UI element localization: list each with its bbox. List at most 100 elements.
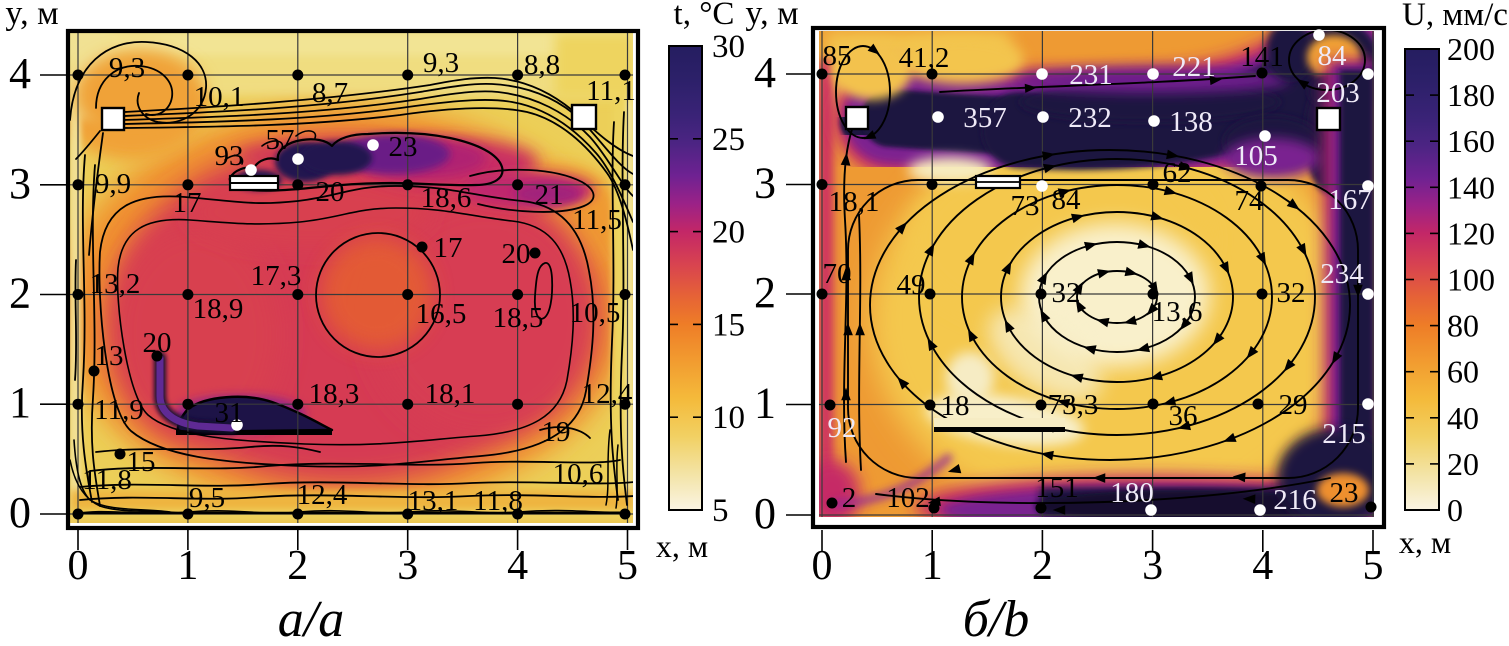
- svg-text:140: 140: [1447, 169, 1495, 205]
- svg-text:32: 32: [1277, 277, 1306, 309]
- svg-text:23: 23: [1330, 477, 1359, 509]
- svg-text:10,6: 10,6: [553, 458, 604, 490]
- svg-text:5: 5: [1363, 543, 1384, 589]
- svg-text:62: 62: [1163, 157, 1192, 189]
- svg-text:9,5: 9,5: [189, 482, 225, 514]
- svg-text:32: 32: [1052, 277, 1081, 309]
- svg-text:0: 0: [9, 488, 31, 537]
- svg-text:5: 5: [617, 543, 638, 589]
- svg-text:216: 216: [1273, 484, 1317, 516]
- svg-text:203: 203: [1316, 77, 1360, 109]
- svg-text:8,7: 8,7: [312, 77, 348, 109]
- svg-text:74: 74: [1235, 185, 1265, 217]
- svg-text:13: 13: [95, 340, 124, 372]
- svg-text:231: 231: [1069, 59, 1113, 91]
- svg-text:18,1: 18,1: [829, 186, 880, 218]
- svg-text:18,1: 18,1: [425, 378, 476, 410]
- svg-text:0: 0: [812, 543, 833, 589]
- svg-text:23: 23: [389, 131, 418, 163]
- svg-text:U, мм/с: U, мм/с: [1402, 0, 1508, 33]
- svg-text:4: 4: [754, 48, 776, 97]
- svg-text:31: 31: [215, 397, 244, 429]
- svg-text:10,1: 10,1: [194, 81, 245, 113]
- svg-text:105: 105: [1234, 140, 1278, 172]
- svg-text:8,8: 8,8: [524, 49, 560, 81]
- svg-text:11,5: 11,5: [572, 204, 622, 236]
- svg-text:11,1: 11,1: [586, 75, 636, 107]
- svg-text:100: 100: [1447, 262, 1495, 298]
- svg-text:215: 215: [1322, 418, 1366, 450]
- svg-text:1: 1: [9, 378, 31, 427]
- svg-text:13,6: 13,6: [1152, 296, 1203, 328]
- svg-text:3: 3: [397, 543, 418, 589]
- svg-text:93: 93: [215, 140, 244, 172]
- svg-text:60: 60: [1447, 354, 1479, 390]
- svg-text:9,9: 9,9: [95, 168, 131, 200]
- svg-text:13,1: 13,1: [408, 485, 459, 517]
- svg-text:12,4: 12,4: [297, 479, 348, 511]
- svg-text:160: 160: [1447, 123, 1495, 159]
- svg-text:84: 84: [1052, 184, 1082, 216]
- svg-text:21: 21: [535, 179, 564, 211]
- svg-text:180: 180: [1447, 77, 1495, 113]
- svg-text:20: 20: [502, 238, 531, 270]
- svg-text:102: 102: [886, 482, 930, 514]
- svg-text:3: 3: [9, 159, 31, 208]
- svg-text:4: 4: [9, 49, 31, 98]
- svg-text:30: 30: [712, 29, 745, 65]
- svg-text:200: 200: [1447, 31, 1495, 67]
- svg-text:234: 234: [1320, 258, 1364, 290]
- svg-text:2: 2: [754, 268, 776, 317]
- svg-text:5: 5: [712, 493, 729, 529]
- svg-text:49: 49: [897, 269, 926, 301]
- svg-text:40: 40: [1447, 400, 1479, 436]
- svg-text:20: 20: [316, 176, 345, 208]
- svg-text:3: 3: [1142, 543, 1163, 589]
- svg-text:9,3: 9,3: [423, 47, 459, 79]
- svg-text:y, м: y, м: [745, 0, 798, 32]
- svg-text:3: 3: [754, 159, 776, 208]
- svg-text:12,4: 12,4: [582, 378, 633, 410]
- svg-text:0: 0: [1447, 492, 1463, 528]
- svg-text:15: 15: [127, 446, 156, 478]
- svg-text:1: 1: [177, 543, 198, 589]
- svg-text:0: 0: [754, 489, 776, 538]
- svg-text:13,2: 13,2: [90, 268, 141, 300]
- svg-text:0: 0: [68, 543, 89, 589]
- svg-text:а/а: а/а: [278, 591, 344, 641]
- svg-text:120: 120: [1447, 215, 1495, 251]
- svg-text:85: 85: [823, 40, 852, 72]
- svg-text:16,5: 16,5: [416, 298, 467, 330]
- svg-text:1: 1: [922, 543, 943, 589]
- svg-text:20: 20: [143, 327, 172, 359]
- svg-text:180: 180: [1110, 477, 1154, 509]
- svg-text:2: 2: [9, 269, 31, 318]
- svg-text:73,3: 73,3: [1048, 389, 1099, 421]
- svg-text:29: 29: [1279, 389, 1308, 421]
- svg-text:20: 20: [1447, 446, 1479, 482]
- svg-text:18: 18: [941, 390, 970, 422]
- svg-text:357: 357: [963, 102, 1007, 134]
- svg-text:92: 92: [828, 412, 857, 444]
- svg-text:141: 141: [1240, 41, 1284, 73]
- svg-text:70: 70: [823, 258, 852, 290]
- svg-text:232: 232: [1068, 102, 1112, 134]
- svg-text:84: 84: [1318, 40, 1348, 72]
- svg-text:41,2: 41,2: [899, 42, 950, 74]
- svg-text:221: 221: [1172, 51, 1216, 83]
- svg-text:20: 20: [712, 215, 745, 251]
- svg-text:10: 10: [712, 400, 745, 436]
- svg-text:17: 17: [434, 232, 463, 264]
- svg-text:80: 80: [1447, 308, 1479, 344]
- svg-text:18,3: 18,3: [309, 378, 360, 410]
- svg-text:18,6: 18,6: [421, 182, 472, 214]
- svg-text:73: 73: [1011, 190, 1040, 222]
- svg-text:36: 36: [1169, 400, 1198, 432]
- svg-text:11,8: 11,8: [473, 485, 523, 517]
- svg-text:19: 19: [542, 416, 571, 448]
- svg-text:11,9: 11,9: [94, 394, 144, 426]
- svg-text:167: 167: [1328, 184, 1372, 216]
- svg-text:15: 15: [712, 307, 745, 343]
- svg-text:18,9: 18,9: [193, 293, 244, 325]
- svg-text:x, м: x, м: [1399, 524, 1451, 560]
